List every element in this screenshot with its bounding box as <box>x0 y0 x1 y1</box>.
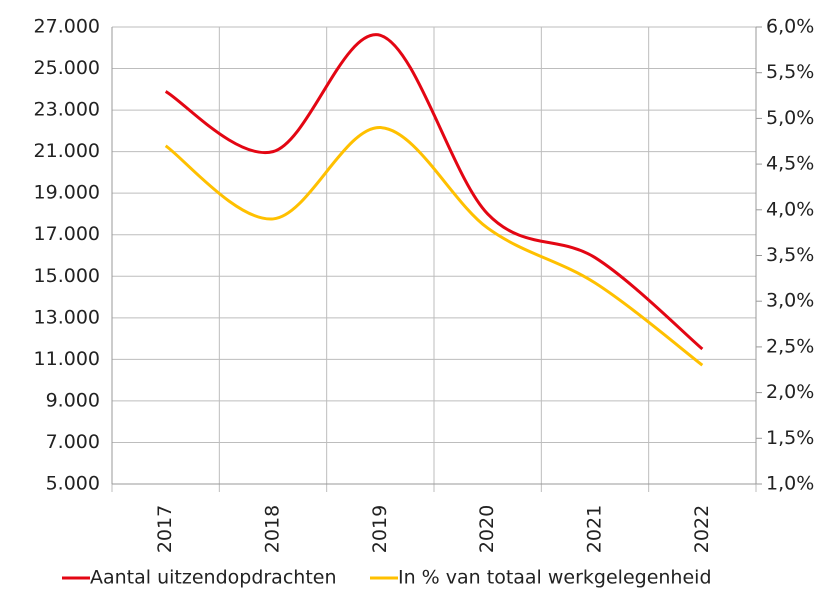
y-tick-label: 5.000 <box>46 473 100 495</box>
line <box>164 33 704 351</box>
y-tick-label: 13.000 <box>34 306 100 328</box>
x-tick-label: 2017 <box>154 505 176 553</box>
line <box>164 126 704 367</box>
y-tick-label: 19.000 <box>34 182 100 204</box>
y2-tick-label: 2,0% <box>766 381 814 403</box>
x-tick-label: 2021 <box>584 505 606 553</box>
y-tick-label: 17.000 <box>34 223 100 245</box>
y2-tick-label: 5,0% <box>766 107 814 129</box>
y2-tick-label: 6,0% <box>766 16 814 38</box>
y-tick-label: 23.000 <box>34 99 100 121</box>
y2-tick-label: 1,0% <box>766 473 814 495</box>
y-tick-label: 11.000 <box>34 348 100 370</box>
x-tick-label: 2019 <box>369 505 391 553</box>
y-tick-label: 25.000 <box>34 57 100 79</box>
y2-tick-label: 1,5% <box>766 427 814 449</box>
y2-tick-label: 4,0% <box>766 198 814 220</box>
x-tick-label: 2018 <box>262 505 284 553</box>
y2-tick-label: 3,0% <box>766 290 814 312</box>
x-tick-label: 2020 <box>476 505 498 553</box>
legend-label: In % van totaal werkgelegenheid <box>398 567 712 589</box>
y2-tick-label: 5,5% <box>766 61 814 83</box>
y-tick-label: 9.000 <box>46 389 100 411</box>
y-tick-label: 7.000 <box>46 431 100 453</box>
y2-tick-label: 4,5% <box>766 153 814 175</box>
y-tick-label: 15.000 <box>34 265 100 287</box>
y-tick-label: 21.000 <box>34 140 100 162</box>
y-tick-label: 27.000 <box>34 16 100 38</box>
legend-label: Aantal uitzendopdrachten <box>90 567 337 589</box>
y2-tick-label: 3,5% <box>766 244 814 266</box>
x-tick-label: 2022 <box>691 505 713 553</box>
y2-tick-label: 2,5% <box>766 335 814 357</box>
